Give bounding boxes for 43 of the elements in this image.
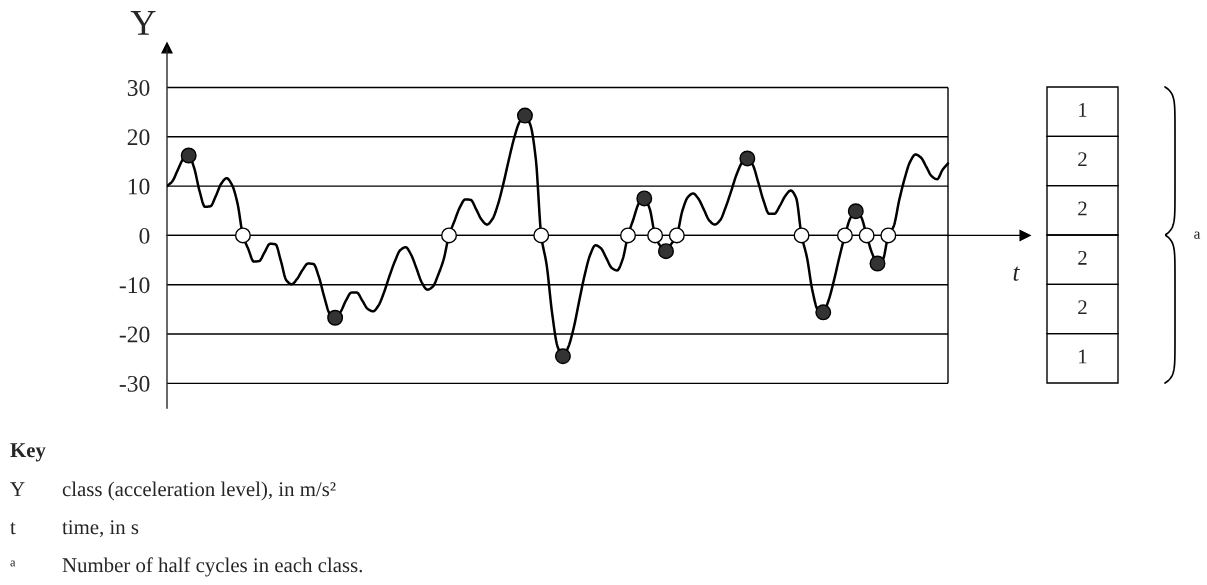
point: [620, 227, 636, 244]
y-tick-label: -20: [119, 326, 150, 343]
point: [836, 227, 853, 244]
point: [234, 227, 251, 244]
text: 2: [1078, 300, 1087, 315]
point: [327, 309, 344, 326]
point: [441, 227, 458, 244]
text: ᵃ: [10, 560, 16, 567]
point: [869, 255, 886, 272]
point: [554, 348, 571, 365]
text: Y: [10, 482, 25, 496]
text: class (acceleration level), in m/s²: [62, 481, 336, 501]
point: [668, 227, 685, 244]
x-axis-title: t: [1013, 266, 1020, 281]
point: [516, 107, 533, 124]
point: [180, 147, 197, 164]
text: t: [10, 522, 16, 535]
y-tick-label: 30: [127, 79, 150, 96]
point: [533, 227, 550, 244]
text: Number of half cycles in each class.: [62, 557, 363, 577]
y-tick-label: -10: [119, 277, 150, 294]
y-tick-label: 0: [139, 227, 150, 244]
point: [657, 243, 674, 260]
text: 2: [1078, 201, 1087, 216]
y-axis-title: Y: [130, 11, 156, 35]
text: 1: [1079, 349, 1087, 364]
text: 1: [1079, 102, 1087, 117]
y-tick-label: -30: [119, 375, 150, 392]
point: [793, 227, 810, 244]
y-tick-label: 10: [128, 178, 150, 195]
point: [636, 190, 653, 207]
point: [847, 203, 864, 220]
text: a: [1194, 231, 1201, 239]
y-tick-label: 20: [127, 129, 150, 146]
text: time, in s: [62, 520, 139, 538]
point: [880, 227, 897, 244]
point: [739, 150, 756, 167]
text: Key: [10, 443, 46, 462]
text: 2: [1078, 250, 1087, 265]
point: [647, 227, 664, 244]
point: [815, 304, 832, 321]
point: [858, 227, 875, 244]
text: 2: [1078, 152, 1087, 167]
